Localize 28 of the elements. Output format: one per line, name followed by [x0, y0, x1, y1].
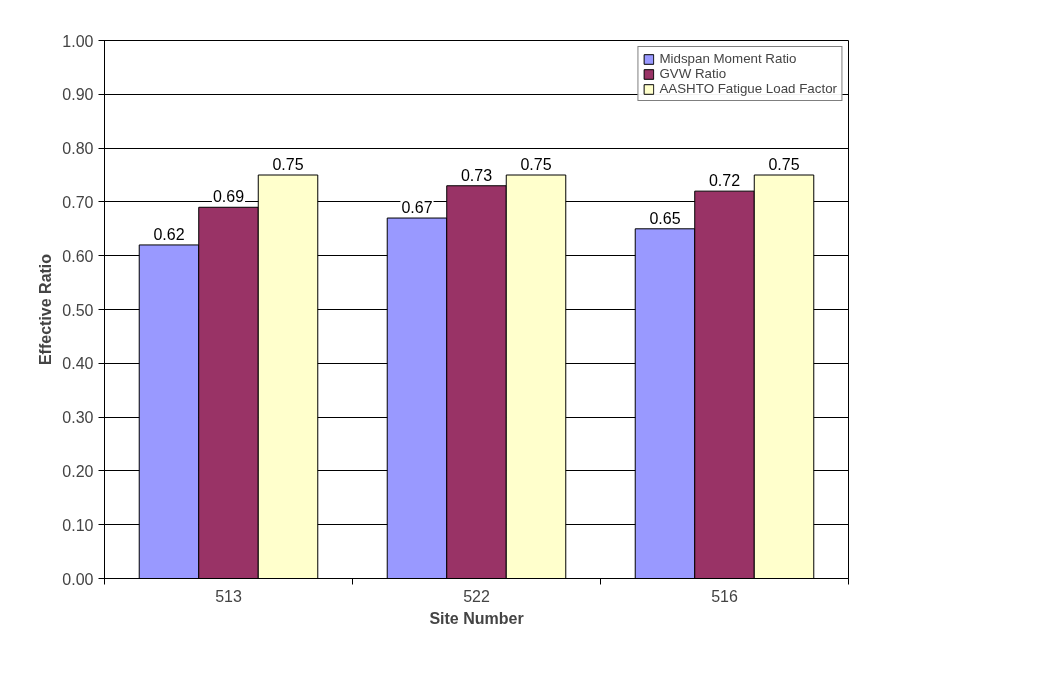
legend-label: AASHTO Fatigue Load Factor — [659, 81, 837, 96]
data-label: 0.67 — [401, 199, 433, 217]
x-axis-title: Site Number — [429, 609, 524, 627]
y-tick-label: 0.50 — [62, 301, 94, 319]
data-label: 0.75 — [272, 156, 304, 173]
data-label: 0.62 — [153, 225, 185, 243]
data-label: 0.75 — [520, 156, 552, 173]
y-tick-label: 0.90 — [62, 86, 94, 104]
x-tick-label: 516 — [711, 587, 738, 605]
data-label: 0.73 — [460, 166, 493, 184]
y-tick-label: 0.40 — [62, 355, 94, 373]
x-tick-label: 522 — [463, 587, 490, 605]
y-tick-label: 0.70 — [62, 193, 94, 211]
y-tick-label: 0.80 — [62, 140, 94, 158]
y-tick-label: 0.20 — [62, 462, 94, 480]
legend-label: Midspan Moment Ratio — [659, 51, 797, 66]
y-tick-label: 0.30 — [62, 409, 94, 427]
x-tick-label: 513 — [215, 587, 242, 605]
y-tick-label: 0.10 — [62, 516, 94, 534]
data-label: 0.65 — [649, 209, 681, 227]
legend-label: GVW Ratio — [659, 66, 727, 81]
y-axis-title: Effective Ratio — [37, 253, 55, 366]
data-label: 0.69 — [212, 188, 245, 206]
y-tick-label: 0.00 — [62, 570, 94, 588]
data-label: 0.75 — [768, 156, 800, 173]
data-label: 0.72 — [708, 172, 741, 190]
y-tick-label: 0.60 — [62, 247, 94, 265]
y-tick-label: 1.00 — [62, 32, 94, 50]
